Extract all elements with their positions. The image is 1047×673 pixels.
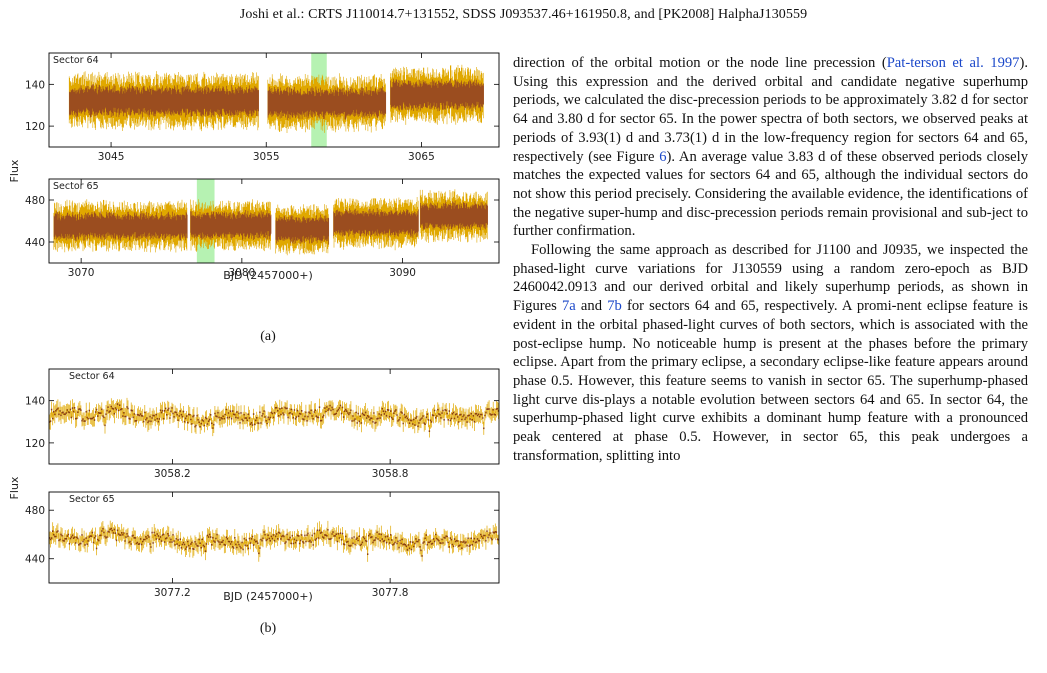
figure-b-ylabel: Flux xyxy=(8,476,21,499)
figure-b-sector-64-panel: 3058.2 3058.8 120 140 Sector 64 xyxy=(25,368,500,480)
figure-b-plot: 3058.2 3058.8 120 140 Sector 64 3077.2 3077.8… xyxy=(8,368,500,603)
figure-a-panel-2-xtick-label: 3080 xyxy=(228,267,255,279)
figure-a-panel-1-sector-label: Sector 64 xyxy=(53,55,99,66)
figure-a-panel-2-xtick-label: 3070 xyxy=(68,267,95,279)
figure-a-panel-2-points-segment xyxy=(275,214,330,245)
figure-b-panel-2-xtick-label: 3077.2 xyxy=(154,587,191,599)
figure-a-panel-2-xtick-label: 3090 xyxy=(389,267,416,279)
reference-link-patterson-1997[interactable]: Pat-terson et al. 1997 xyxy=(886,55,1020,71)
figure-b-caption: (b) xyxy=(259,621,277,636)
paragraph-1-text-c: ). An average value 3.83 d of these obse… xyxy=(513,148,1029,240)
figure-b-panel-2-sector-label: Sector 65 xyxy=(69,494,115,505)
figure-a-panel-2-ytick-label: 480 xyxy=(25,195,45,207)
figure-b-panel-1-ytick-label: 140 xyxy=(25,396,45,408)
paragraph-2-text-c: for sectors 64 and 65, respectively. A p… xyxy=(513,298,1028,464)
paragraph-2-text-b: and xyxy=(575,298,608,315)
figure-a-plot: 3045 3055 3065 120 140 Sector 64 3070 3080 3090… xyxy=(8,52,500,282)
figure-7b-link[interactable]: 7b xyxy=(607,298,622,315)
figure-b-panel-2-frame xyxy=(48,491,500,584)
figure-6-link[interactable]: 6 xyxy=(659,148,667,165)
figure-a-panel-2-points-segment xyxy=(53,211,188,241)
paragraph-1: direction of the orbital motion or the n… xyxy=(513,54,1028,241)
figure-a-sector-64-panel: 3045 3055 3065 120 140 Sector 64 xyxy=(25,52,500,163)
figure-a-panel-1-points-segment xyxy=(267,86,387,120)
figure-b-panel-1-xtick-label: 3058.8 xyxy=(372,468,409,480)
figure-a-panel-1-points-segment xyxy=(390,78,484,112)
figure-b-panel-2-ytick-label: 440 xyxy=(25,554,45,566)
figure-a-panel-1-xtick-label: 3045 xyxy=(98,151,125,163)
figure-a-panel-1-frame xyxy=(48,52,500,148)
figure-a-xlabel: BJD (2457000+) xyxy=(223,269,313,282)
figure-a-caption: (a) xyxy=(260,329,276,344)
figure-b: 3058.2 3058.8 120 140 Sector 64 3077.2 3077.8… xyxy=(0,360,500,625)
figure-a-panel-1-ytick-label: 140 xyxy=(25,79,45,91)
figure-a-panel-2-points-segment xyxy=(420,200,488,231)
body-text-column: direction of the orbital motion or the n… xyxy=(513,54,1028,465)
figure-b-panel-1-data xyxy=(49,397,499,438)
running-header: Joshi et al.: CRTS J110014.7+131552, SDS… xyxy=(239,7,808,22)
paragraph-2-text-a: Following the same approach as described… xyxy=(513,242,1028,315)
figure-b-panel-1-ytick-label: 120 xyxy=(25,438,45,450)
figure-b-panel-1-points xyxy=(49,403,499,432)
figure-b-panel-1-xtick-label: 3058.2 xyxy=(154,468,191,480)
figure-b-sector-65-panel: 3077.2 3077.8 440 480 Sector 65 xyxy=(25,491,500,599)
figure-a-panel-1-data xyxy=(68,53,484,147)
figure-a-panel-2-frame xyxy=(48,178,500,264)
figure-7a-link[interactable]: 7a xyxy=(561,298,576,315)
figure-b-xlabel: BJD (2457000+) xyxy=(223,590,313,603)
paragraph-2: Following the same approach as described… xyxy=(513,241,1028,465)
figure-a-sector-65-panel: 3070 3080 3090 440 480 Sector 65 xyxy=(25,178,500,279)
figure-a-panel-2-data xyxy=(53,179,488,263)
figure-a-panel-2-points-segment xyxy=(333,207,419,238)
figure-b-panel-1-sector-label: Sector 64 xyxy=(69,371,115,382)
figure-a-panel-2-sector-label: Sector 65 xyxy=(53,181,99,192)
figure-a: 3045 3055 3065 120 140 Sector 64 3070 3080 3090… xyxy=(0,46,500,306)
figure-a-panel-1-ytick-label: 120 xyxy=(25,121,45,133)
figure-b-panel-2-points xyxy=(49,527,499,557)
figure-a-panel-1-xtick-label: 3065 xyxy=(408,151,435,163)
figure-b-panel-2-xtick-label: 3077.8 xyxy=(372,587,409,599)
figure-b-panel-1-frame xyxy=(48,368,500,465)
figure-a-panel-2-points-segment xyxy=(190,210,272,241)
figure-a-panel-1-points-segment xyxy=(69,84,259,118)
figure-a-panel-2-ytick-label: 440 xyxy=(25,237,45,249)
figure-a-ylabel: Flux xyxy=(8,159,21,182)
figure-b-panel-1-trend-line xyxy=(49,404,499,432)
figure-b-panel-2-data xyxy=(49,520,499,562)
paragraph-1-text-b: ). Using this expression and the derived… xyxy=(513,55,1028,165)
figure-b-panel-2-ytick-label: 480 xyxy=(25,505,45,517)
paragraph-1-text-a: direction of the orbital motion or the n… xyxy=(513,55,887,71)
figure-a-panel-1-xtick-label: 3055 xyxy=(253,151,280,163)
